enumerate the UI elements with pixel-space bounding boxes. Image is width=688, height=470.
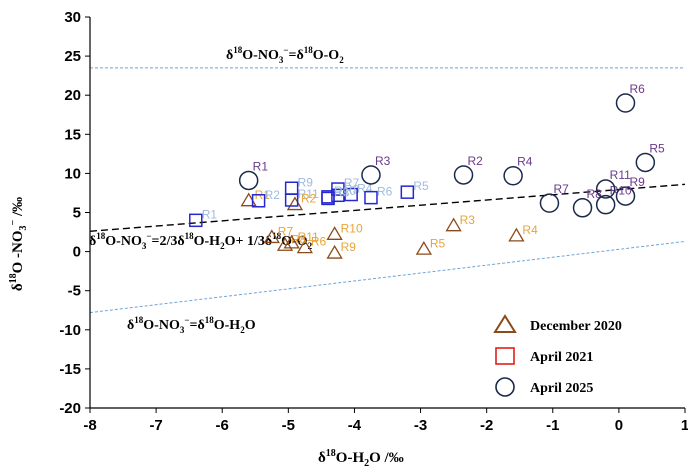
y-axis-title: δ18O -NO3− /‰ bbox=[8, 197, 29, 291]
point-label: R10 bbox=[341, 221, 363, 235]
legend-square-icon bbox=[495, 347, 515, 365]
triangle-marker bbox=[326, 244, 343, 259]
point-label: R2 bbox=[301, 192, 317, 206]
point-label: R11 bbox=[298, 187, 319, 201]
square-marker bbox=[284, 181, 299, 196]
point-label: R3 bbox=[344, 182, 360, 196]
point-label: R11 bbox=[298, 230, 319, 244]
circle-marker bbox=[615, 186, 636, 206]
circle-marker bbox=[572, 198, 593, 218]
square-marker bbox=[251, 194, 266, 208]
point-label: R7 bbox=[278, 225, 294, 239]
square-marker bbox=[284, 193, 299, 207]
point-label: R10 bbox=[610, 184, 632, 198]
x-tick-label: -3 bbox=[414, 417, 427, 434]
triangle-marker bbox=[445, 217, 462, 232]
triangle-marker bbox=[276, 237, 294, 251]
legend-label: April 2025 bbox=[530, 381, 593, 396]
y-tick-label: 25 bbox=[64, 48, 81, 65]
y-tick-label: 20 bbox=[64, 87, 81, 104]
point-label: R2 bbox=[265, 188, 281, 202]
point-label: R11 bbox=[610, 168, 631, 182]
circle-marker bbox=[615, 93, 636, 113]
y-tick-label: 0 bbox=[73, 244, 81, 261]
point-label: R4 bbox=[522, 223, 538, 237]
y-tick-label: -10 bbox=[59, 322, 81, 339]
point-label: R9 bbox=[341, 240, 357, 254]
y-tick-label: -5 bbox=[68, 283, 81, 300]
point-label: R9 bbox=[630, 175, 646, 189]
legend-circle-icon bbox=[495, 377, 515, 397]
x-tick-label: 0 bbox=[615, 417, 623, 434]
legend-label: April 2021 bbox=[530, 350, 593, 365]
x-tick-label: -2 bbox=[480, 417, 493, 434]
point-label: R5 bbox=[649, 141, 665, 155]
triangle-marker bbox=[415, 240, 432, 255]
point-label: R9 bbox=[298, 175, 314, 189]
point-label: R5 bbox=[413, 179, 429, 193]
y-tick-label: 30 bbox=[64, 9, 81, 26]
axes: -8 -7 -6 -5 -4 -3 -2 -1 0 1-20-15-10-505101520253… bbox=[59, 9, 688, 434]
y-tick-label: 5 bbox=[73, 205, 81, 222]
point-label: R10 bbox=[334, 184, 356, 198]
y-tick-label: 15 bbox=[64, 126, 81, 143]
triangle-marker bbox=[240, 192, 257, 207]
ref-label-no3-o2: δ18O-NO3−=δ18O-O2 bbox=[226, 45, 344, 65]
y-tick-label: 10 bbox=[64, 165, 81, 182]
point-label: R8 bbox=[334, 185, 350, 199]
point-label: R7 bbox=[344, 176, 360, 190]
legend-label: December 2020 bbox=[530, 319, 622, 334]
point-label: R7 bbox=[553, 182, 569, 196]
circle-marker bbox=[539, 193, 560, 213]
x-axis-title: δ18O-H2O /‰ bbox=[318, 448, 404, 469]
triangle-marker bbox=[263, 229, 280, 244]
x-tick-label: -6 bbox=[216, 417, 229, 434]
ref-label-no3-h2o: δ18O-NO3−=δ18O-H2O bbox=[127, 315, 256, 335]
reference-line-2 bbox=[89, 240, 686, 314]
circle-marker bbox=[453, 165, 474, 185]
circle-marker bbox=[361, 165, 381, 185]
point-label: R6 bbox=[311, 235, 327, 249]
square-marker bbox=[331, 182, 345, 196]
x-tick-label: -1 bbox=[546, 417, 559, 434]
x-tick-label: -7 bbox=[149, 417, 162, 434]
square-marker bbox=[344, 187, 358, 202]
triangle-marker bbox=[283, 234, 300, 249]
legend-triangle-icon bbox=[493, 314, 517, 333]
triangle-marker bbox=[286, 196, 304, 211]
point-label: R1 bbox=[202, 207, 218, 221]
circle-marker bbox=[635, 152, 656, 173]
x-tick-label: 1 bbox=[681, 417, 688, 434]
square-marker bbox=[189, 213, 203, 228]
circle-marker bbox=[595, 179, 616, 199]
triangle-marker bbox=[296, 239, 313, 254]
triangle-marker bbox=[326, 226, 343, 240]
point-label: R2 bbox=[468, 154, 484, 168]
square-marker bbox=[321, 190, 335, 204]
legend: December 2020 April 2021 April 2025 bbox=[493, 314, 622, 397]
point-label: R4 bbox=[517, 155, 533, 169]
point-label: R6 bbox=[630, 82, 646, 96]
point-label: R1 bbox=[253, 159, 269, 173]
point-label: R3 bbox=[375, 154, 391, 168]
triangle-marker bbox=[508, 227, 525, 242]
point-label: R5 bbox=[430, 236, 446, 250]
x-tick-label: -4 bbox=[348, 417, 362, 434]
square-marker bbox=[400, 185, 415, 199]
point-label: R3 bbox=[460, 213, 476, 227]
circle-marker bbox=[238, 170, 259, 191]
x-tick-label: -8 bbox=[83, 417, 96, 434]
y-tick-label: -15 bbox=[59, 361, 81, 378]
point-label: R6 bbox=[377, 185, 393, 199]
circle-marker bbox=[595, 194, 616, 215]
circle-marker bbox=[503, 165, 523, 186]
x-tick-label: -5 bbox=[282, 417, 295, 434]
point-label: R8 bbox=[587, 187, 603, 201]
square-marker bbox=[364, 190, 378, 205]
y-tick-label: -20 bbox=[59, 400, 81, 417]
